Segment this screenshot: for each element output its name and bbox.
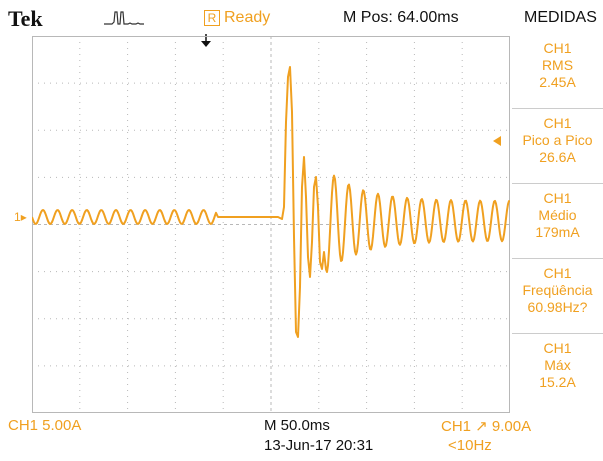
measurement-label: Médio bbox=[512, 207, 603, 224]
pulse-acquisition-icon bbox=[104, 10, 144, 26]
timebase-readout: M 50.0ms bbox=[264, 417, 330, 434]
measurement-max[interactable]: CH1 Máx 15.2A bbox=[512, 336, 603, 409]
measurement-rms[interactable]: CH1 RMS 2.45A bbox=[512, 36, 603, 109]
measurement-value: 60.98Hz? bbox=[512, 299, 603, 316]
status-text: Ready bbox=[224, 9, 270, 27]
trigger-level-arrow-icon bbox=[491, 136, 501, 146]
menu-title: MEDIDAS bbox=[524, 9, 597, 27]
ch1-ground-marker: 1▸ bbox=[14, 210, 27, 224]
measurement-channel: CH1 bbox=[512, 40, 603, 57]
measurements-menu: CH1 RMS 2.45A CH1 Pico a Pico 26.6A CH1 … bbox=[512, 36, 603, 413]
trigger-frequency: <10Hz bbox=[448, 437, 492, 454]
status-badge: R bbox=[204, 10, 220, 26]
trigger-readout: CH1 ↗ 9.00A bbox=[441, 417, 531, 435]
measurement-value: 26.6A bbox=[512, 149, 603, 166]
measurement-label: Máx bbox=[512, 357, 603, 374]
measurement-channel: CH1 bbox=[512, 115, 603, 132]
date-time: 13-Jun-17 20:31 bbox=[264, 437, 373, 454]
measurement-label: RMS bbox=[512, 57, 603, 74]
measurement-channel: CH1 bbox=[512, 265, 603, 282]
measurement-channel: CH1 bbox=[512, 190, 603, 207]
brand-logo: Tek bbox=[8, 6, 43, 32]
measurement-peak-to-peak[interactable]: CH1 Pico a Pico 26.6A bbox=[512, 111, 603, 184]
measurement-label: Pico a Pico bbox=[512, 132, 603, 149]
horizontal-position-readout: M Pos: 64.00ms bbox=[343, 9, 459, 27]
graticule-grid bbox=[32, 36, 510, 413]
measurement-label: Freqüência bbox=[512, 282, 603, 299]
bottom-status-bar: CH1 5.00A M 50.0ms 13-Jun-17 20:31 CH1 ↗… bbox=[0, 413, 603, 461]
measurement-value: 179mA bbox=[512, 224, 603, 241]
measurement-value: 2.45A bbox=[512, 74, 603, 91]
top-status-bar: Tek R Ready M Pos: 64.00ms MEDIDAS bbox=[0, 0, 603, 36]
measurement-value: 15.2A bbox=[512, 374, 603, 391]
ch1-vertical-scale: CH1 5.00A bbox=[8, 417, 81, 434]
waveform-display[interactable] bbox=[32, 36, 510, 413]
measurement-mean[interactable]: CH1 Médio 179mA bbox=[512, 186, 603, 259]
measurement-frequency[interactable]: CH1 Freqüência 60.98Hz? bbox=[512, 261, 603, 334]
measurement-channel: CH1 bbox=[512, 340, 603, 357]
